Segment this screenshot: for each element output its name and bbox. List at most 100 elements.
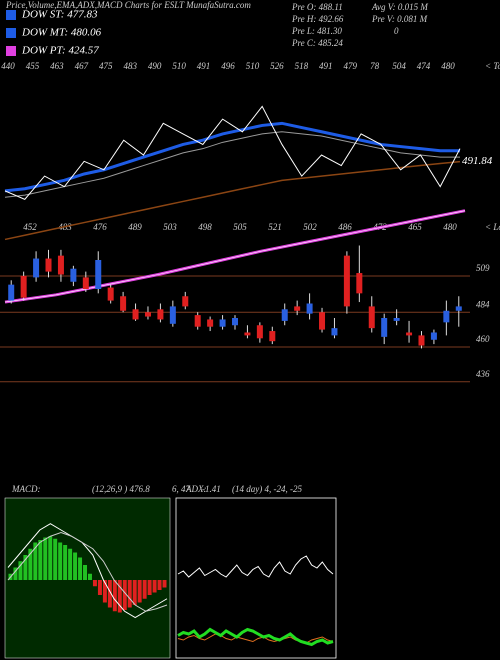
- line: [177, 555, 334, 578]
- candle-body: [20, 275, 27, 298]
- price-info: Pre C: 485.24: [291, 38, 343, 48]
- candle-body: [45, 258, 52, 272]
- low-label: 505: [233, 222, 247, 232]
- legend-swatch: [6, 46, 16, 56]
- candle-body: [182, 296, 189, 307]
- macd-bar: [142, 580, 147, 599]
- legend-label: DOW MT: 480.06: [21, 27, 102, 39]
- volume-info: Avg V: 0.015 M: [371, 2, 428, 12]
- candle-body: [368, 306, 375, 329]
- macd-bar: [112, 580, 117, 612]
- line: [177, 627, 334, 647]
- candle-body: [381, 318, 388, 337]
- low-label: 486: [338, 222, 352, 232]
- candle-body: [8, 284, 15, 301]
- price-info: Pre H: 492.66: [291, 14, 344, 24]
- top-label: 440: [1, 61, 15, 71]
- line: [4, 210, 466, 303]
- line: [4, 121, 460, 193]
- low-label: 465: [408, 222, 422, 232]
- macd-bar: [88, 573, 92, 580]
- top-label: 496: [221, 61, 235, 71]
- line: [4, 160, 461, 241]
- macd-extra: 6, 47: [172, 484, 191, 494]
- macd-bar: [137, 580, 142, 603]
- candle-body: [132, 309, 139, 320]
- adx-params: (14 day) 4, -24, -25: [232, 484, 302, 494]
- macd-bar: [107, 580, 112, 608]
- macd-bar: [58, 542, 63, 580]
- top-label: 455: [26, 61, 40, 71]
- macd-bar: [122, 580, 127, 610]
- macd-title: MACD:: [11, 484, 41, 494]
- candle-body: [455, 306, 462, 311]
- lower-tag: < Lowe: [485, 222, 500, 232]
- macd-bar: [83, 565, 87, 580]
- top-label: 518: [295, 61, 309, 71]
- candle-body: [356, 273, 363, 294]
- macd-bar: [63, 545, 68, 580]
- price-info: Pre L: 481.30: [291, 26, 342, 36]
- macd-bar: [38, 540, 43, 580]
- candle-body: [57, 255, 64, 275]
- volume-info: Pre V: 0.081 M: [371, 14, 428, 24]
- candle-body: [33, 258, 40, 278]
- adx-title: ADX:: [185, 484, 207, 494]
- low-label: 498: [198, 222, 212, 232]
- macd-bar: [92, 580, 97, 587]
- macd-bar: [43, 537, 48, 580]
- macd-bar: [97, 580, 102, 595]
- adx-value: -1.41: [202, 484, 221, 494]
- macd-bar: [132, 580, 137, 605]
- top-label: 483: [123, 61, 137, 71]
- top-label: 463: [50, 61, 64, 71]
- price-info: Pre O: 488.11: [291, 2, 343, 12]
- macd-panel: [4, 497, 171, 659]
- candle-body: [393, 318, 400, 321]
- legend-label: DOW PT: 424.57: [21, 45, 99, 57]
- y-tick-label: 509: [476, 263, 490, 273]
- candle-body: [207, 319, 214, 327]
- macd-bar: [102, 580, 107, 603]
- macd-bar: [28, 548, 33, 580]
- candle-body: [144, 312, 151, 317]
- y-tick-label: 436: [476, 369, 490, 379]
- top-label: 474: [417, 61, 431, 71]
- macd-bar: [13, 567, 18, 580]
- candle-body: [244, 332, 251, 336]
- candle-body: [294, 306, 301, 311]
- top-label: 510: [172, 61, 186, 71]
- macd-bar: [147, 580, 152, 595]
- candle-body: [418, 335, 425, 346]
- macd-bar: [162, 580, 167, 588]
- legend-label: DOW ST: 477.83: [21, 9, 98, 21]
- top-label: 526: [270, 61, 284, 71]
- macd-bar: [68, 548, 73, 580]
- y-tick-label: 460: [476, 334, 490, 344]
- page-title: Price,Volume,EMA,ADX,MACD Charts for ESL…: [5, 0, 251, 10]
- macd-bar: [157, 580, 162, 590]
- legend-swatch: [6, 28, 16, 38]
- upper-tag: < Tope: [485, 61, 500, 71]
- top-label: 78: [370, 61, 380, 71]
- low-label: 476: [93, 222, 107, 232]
- low-label: 521: [268, 222, 282, 232]
- macd-bar: [23, 555, 28, 580]
- candle-body: [219, 319, 226, 327]
- candle-body: [443, 310, 450, 323]
- low-label: 503: [163, 222, 177, 232]
- line: [7, 523, 168, 619]
- top-label: 475: [99, 61, 113, 71]
- line: [4, 105, 461, 200]
- macd-bar: [48, 536, 53, 580]
- candle-body: [269, 331, 276, 342]
- macd-bar: [18, 561, 23, 580]
- candle-body: [406, 332, 413, 336]
- macd-bar: [73, 552, 78, 580]
- line: [7, 531, 168, 612]
- top-label: 510: [246, 61, 260, 71]
- candle-body: [256, 325, 263, 339]
- top-label: 491: [197, 61, 211, 71]
- top-label: 490: [148, 61, 162, 71]
